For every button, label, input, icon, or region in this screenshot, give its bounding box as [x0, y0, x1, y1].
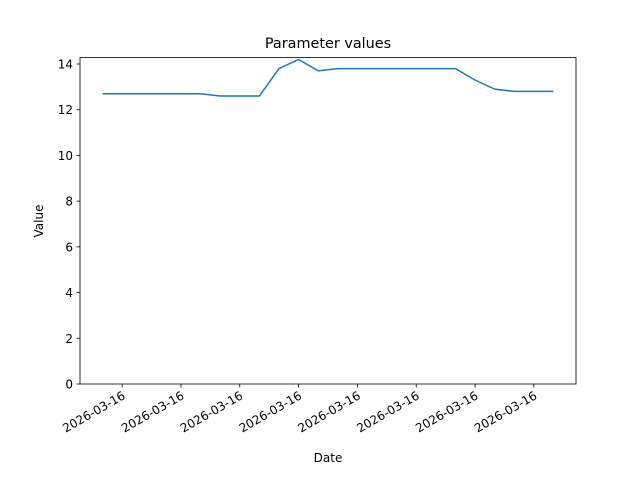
chart-title: Parameter values — [265, 36, 391, 52]
y-axis-label: Value — [32, 205, 46, 238]
y-tick-label: 8 — [65, 195, 73, 209]
y-tick-label: 12 — [58, 103, 73, 117]
y-tick-label: 6 — [65, 240, 73, 254]
plot-frame — [79, 57, 577, 385]
y-tick-label: 0 — [65, 378, 73, 392]
y-tick-label: 14 — [58, 58, 73, 72]
x-axis-label: Date — [314, 451, 343, 465]
y-tick-label: 4 — [65, 286, 73, 300]
y-tick-label: 10 — [58, 149, 73, 163]
data-line — [102, 58, 554, 97]
y-tick-label: 2 — [65, 332, 73, 346]
